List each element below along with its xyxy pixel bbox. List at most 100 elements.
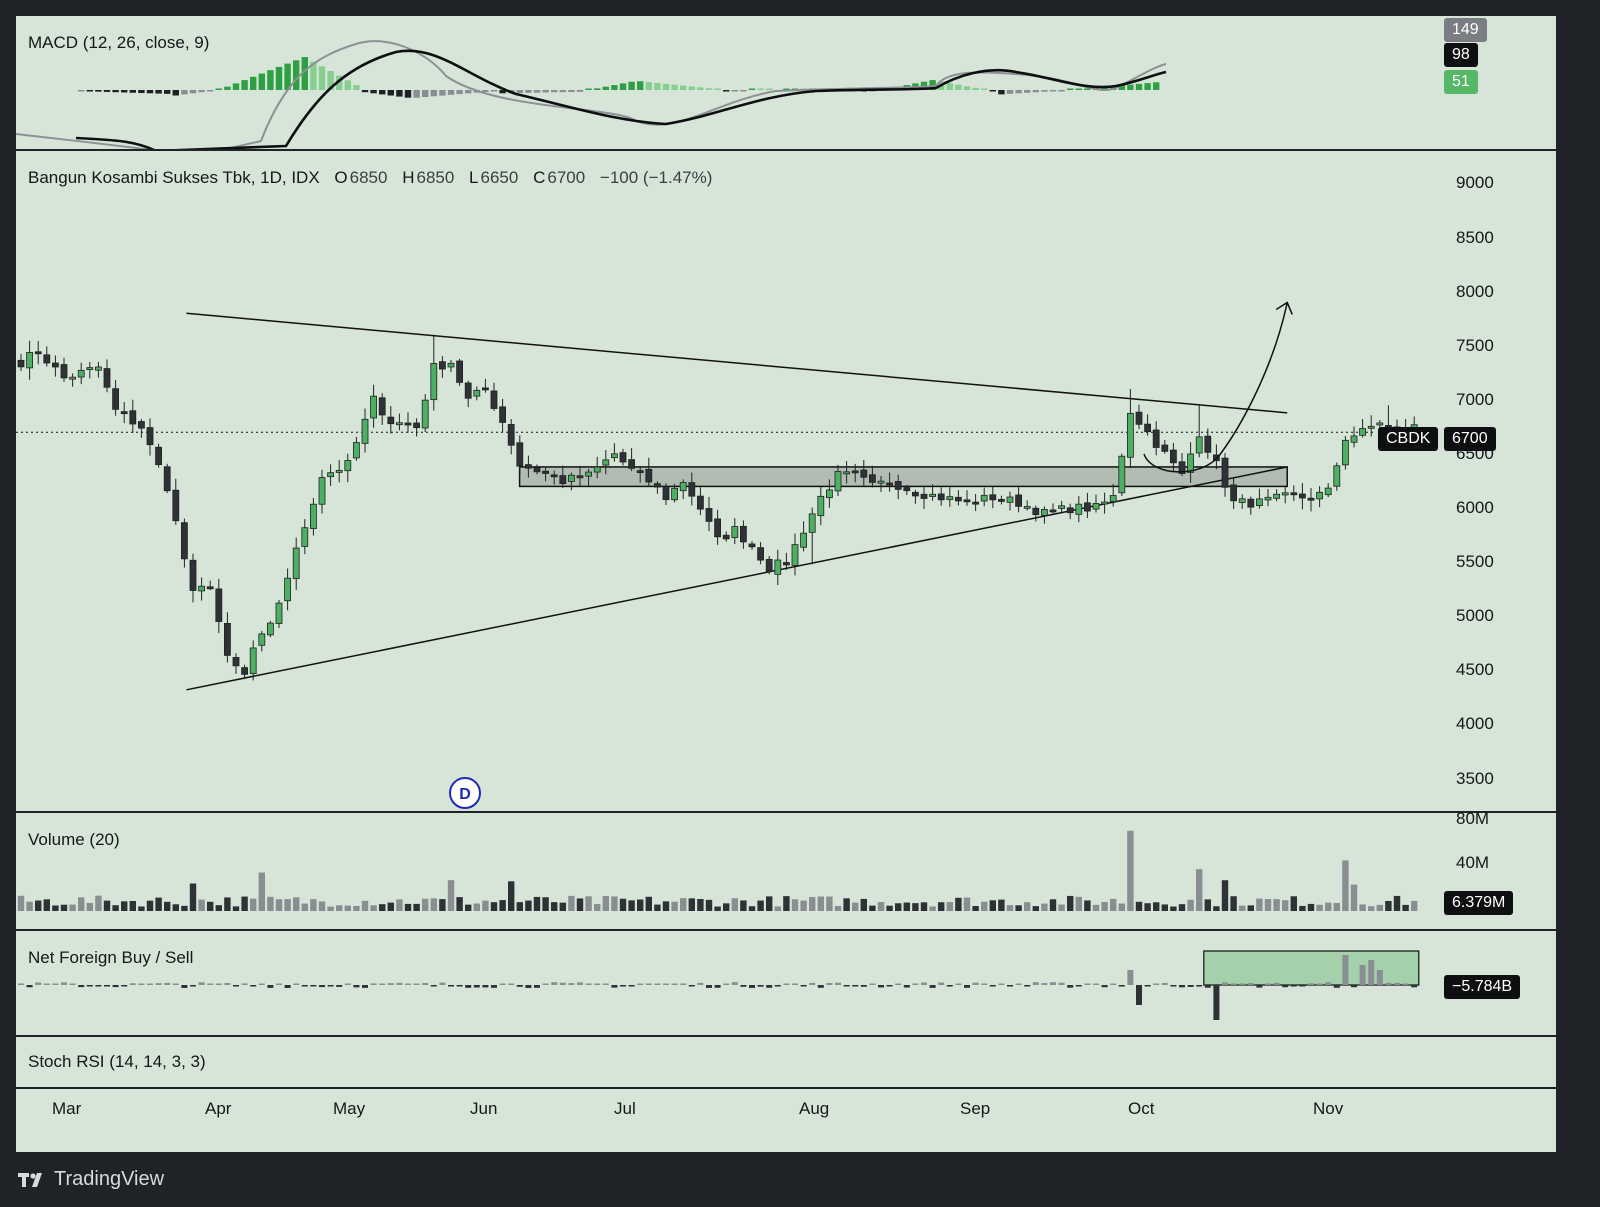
candle	[1316, 491, 1323, 500]
candle	[1195, 436, 1203, 454]
macd-histogram-bar	[95, 90, 102, 92]
foreign-bar	[1050, 982, 1056, 985]
foreign-bar	[663, 983, 669, 985]
volume-plot[interactable]	[16, 813, 1556, 929]
foreign-bar	[826, 982, 833, 985]
projection-arrowhead	[1275, 301, 1293, 315]
candle	[843, 471, 850, 475]
foreign-bar	[972, 982, 979, 985]
volume-bar	[224, 897, 231, 911]
volume-bar	[731, 898, 738, 911]
pane-separator[interactable]	[16, 929, 1556, 931]
foreign-bar	[456, 985, 463, 987]
month-tick: Nov	[1313, 1099, 1344, 1118]
candle	[464, 382, 472, 399]
volume-bar	[275, 899, 283, 911]
pane-separator[interactable]	[16, 1087, 1556, 1089]
foreign-bar	[723, 983, 730, 985]
candle	[688, 482, 696, 497]
volume-bar	[1067, 895, 1074, 911]
volume-bar	[594, 903, 601, 911]
foreign-plot[interactable]	[16, 931, 1556, 1035]
candle	[1127, 412, 1134, 458]
macd-histogram-bar	[740, 90, 747, 92]
foreign-bar	[1368, 960, 1375, 985]
candle	[524, 464, 532, 469]
candle	[740, 525, 747, 543]
foreign-bar	[1161, 982, 1168, 985]
pane-separator[interactable]	[16, 811, 1556, 813]
ticker-badge: CBDK	[1378, 427, 1439, 451]
foreign-bar	[645, 983, 652, 985]
volume-bar	[1204, 899, 1211, 911]
macd-histogram-bar	[86, 90, 93, 92]
macd-histogram-bar	[490, 90, 498, 92]
foreign-bar	[319, 985, 325, 988]
volume-bar	[662, 901, 670, 911]
candle	[568, 474, 575, 482]
foreign-bar	[1376, 970, 1383, 985]
macd-histogram-bar	[929, 80, 936, 90]
macd-histogram-bar	[146, 90, 154, 94]
candle	[1109, 495, 1117, 502]
price-plot[interactable]: D	[16, 151, 1556, 811]
foreign-bar	[310, 985, 317, 987]
foreign-bar	[301, 985, 308, 987]
candle	[593, 466, 601, 473]
foreign-bar	[516, 985, 523, 987]
macd-histogram-bar	[198, 90, 205, 93]
foreign-bar	[353, 985, 360, 988]
volume-bar	[705, 899, 713, 911]
ohlc-open: O 6850	[334, 168, 388, 187]
volume-bar	[1350, 884, 1358, 911]
volume-bar	[783, 896, 790, 911]
volume-bar	[895, 903, 902, 911]
foreign-bar	[964, 985, 970, 988]
volume-bar	[929, 906, 936, 911]
candle	[86, 367, 94, 371]
volume-bar	[404, 903, 412, 911]
foreign-bar	[706, 985, 712, 988]
macd-histogram-bar	[757, 88, 764, 90]
foreign-bar	[155, 983, 162, 985]
macd-badge-low: 51	[1444, 70, 1478, 94]
foreign-bar	[482, 985, 489, 988]
volume-bar	[112, 905, 119, 911]
macd-histogram-bar	[1075, 88, 1082, 90]
volume-bar	[138, 906, 145, 911]
candle	[430, 363, 438, 401]
volume-bar	[1187, 899, 1194, 911]
volume-bar	[946, 902, 953, 911]
volume-bar	[361, 900, 369, 911]
month-tick: May	[333, 1099, 366, 1118]
candle	[60, 364, 68, 379]
tradingview-logo[interactable]: TradingView	[18, 1168, 164, 1191]
macd-plot[interactable]	[16, 16, 1556, 149]
foreign-bar	[594, 983, 601, 985]
foreign-bar	[52, 983, 59, 985]
time-axis[interactable]: Mar Apr May Jun Jul Aug Sep Oct Nov	[16, 1089, 1556, 1152]
foreign-title: Net Foreign Buy / Sell	[28, 948, 194, 967]
pane-separator[interactable]	[16, 1035, 1556, 1037]
candle	[146, 427, 154, 446]
foreign-bar	[1084, 983, 1091, 985]
foreign-bar	[405, 983, 411, 985]
macd-badge-mid: 98	[1444, 43, 1478, 67]
foreign-bar	[628, 985, 635, 987]
volume-bar	[637, 899, 644, 911]
foreign-bar	[499, 983, 506, 985]
macd-histogram-bar	[327, 71, 334, 90]
candle	[834, 471, 842, 492]
volume-bar	[35, 900, 42, 911]
candle	[138, 421, 145, 429]
candle	[95, 366, 102, 371]
foreign-bar	[1144, 985, 1151, 987]
volume-bar	[525, 900, 532, 911]
foreign-bar	[267, 985, 274, 988]
pane-separator[interactable]	[16, 149, 1556, 151]
price-tick: 4500	[1456, 660, 1494, 680]
volume-bar	[1359, 904, 1366, 911]
month-tick: Jun	[470, 1099, 498, 1118]
foreign-bar	[1256, 985, 1263, 988]
macd-line	[75, 49, 1167, 149]
